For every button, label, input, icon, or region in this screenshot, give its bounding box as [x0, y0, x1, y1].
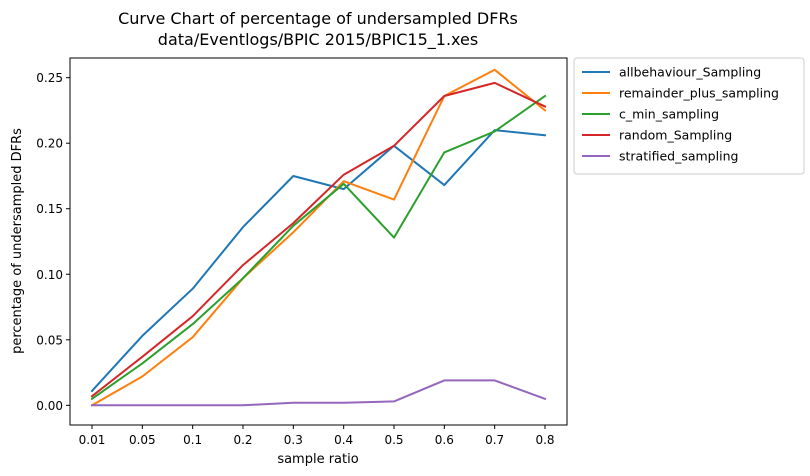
x-tick-label: 0.01	[79, 433, 106, 447]
x-tick-label: 0.05	[129, 433, 156, 447]
y-tick-label: 0.05	[36, 333, 63, 347]
legend-label-stratified_sampling: stratified_sampling	[619, 149, 738, 164]
legend: allbehaviour_Sampling remainder_plus_samp…	[573, 57, 805, 175]
y-tick-label: 0.20	[36, 137, 63, 151]
series-line-c_min_sampling	[90, 94, 547, 401]
x-tick-label: 0.5	[384, 433, 403, 447]
series-line-random_Sampling	[90, 81, 547, 398]
y-axis-ticks: 0.00 0.05 0.10 0.15 0.20 0.25	[36, 71, 70, 413]
chart-title-line-2: data/Eventlogs/BPIC 2015/BPIC15_1.xes	[158, 30, 478, 50]
x-tick-label: 0.4	[334, 433, 353, 447]
legend-items: allbehaviour_Sampling remainder_plus_samp…	[582, 65, 779, 164]
x-tick-label: 0.3	[284, 433, 303, 447]
x-tick-label: 0.8	[535, 433, 554, 447]
legend-label-remainder_plus_sampling: remainder_plus_sampling	[619, 86, 779, 101]
plot-area-frame	[69, 57, 568, 426]
x-tick-label: 0.6	[435, 433, 454, 447]
y-tick-label: 0.25	[36, 71, 63, 85]
x-tick-label: 0.1	[183, 433, 202, 447]
legend-label-random_Sampling: random_Sampling	[619, 128, 732, 143]
legend-label-c_min_sampling: c_min_sampling	[619, 107, 719, 122]
x-axis-ticks: 0.01 0.05 0.1 0.2 0.3 0.4 0.5 0.6 0.7 0.8	[79, 425, 555, 447]
y-axis-label: percentage of undersampled DFRs	[10, 128, 25, 354]
series-line-remainder_plus_sampling	[90, 68, 547, 407]
series-line-stratified_sampling	[91, 379, 547, 407]
legend-label-allbehaviour_Sampling: allbehaviour_Sampling	[619, 65, 761, 80]
y-tick-label: 0.15	[36, 202, 63, 216]
legend-frame	[573, 57, 805, 175]
x-tick-label: 0.2	[233, 433, 252, 447]
y-tick-label: 0.00	[36, 399, 63, 413]
x-axis-label: sample ratio	[277, 452, 358, 467]
chart-title-line-1: Curve Chart of percentage of undersample…	[118, 9, 518, 28]
series-line-allbehaviour_Sampling	[90, 129, 547, 393]
series-layer	[90, 68, 547, 407]
x-tick-label: 0.7	[485, 433, 504, 447]
y-tick-label: 0.10	[36, 268, 63, 282]
